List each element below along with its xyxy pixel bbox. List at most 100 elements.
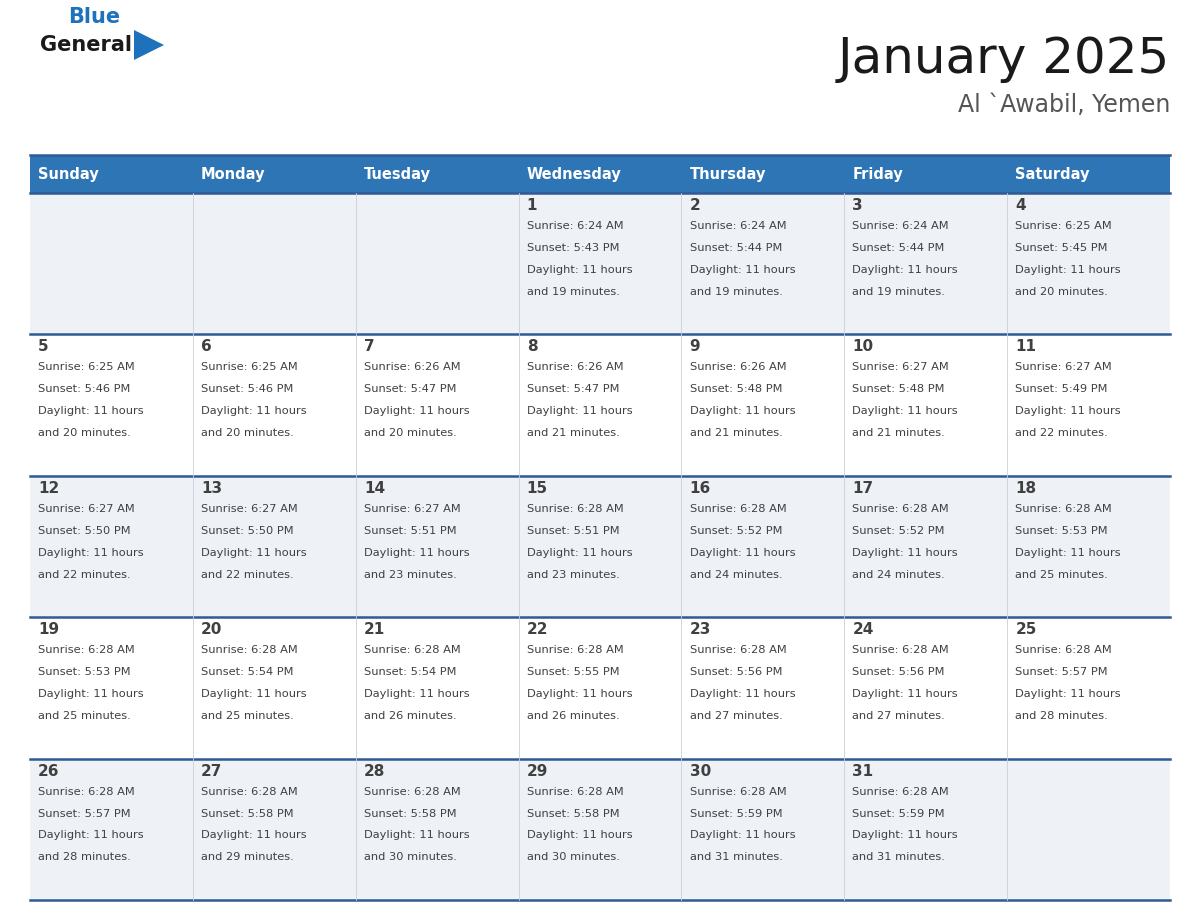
Text: Sunrise: 6:28 AM: Sunrise: 6:28 AM [526,645,624,655]
Text: Friday: Friday [853,166,903,182]
Text: and 25 minutes.: and 25 minutes. [38,711,131,721]
Text: Sunset: 5:48 PM: Sunset: 5:48 PM [689,385,782,395]
Text: Sunset: 5:51 PM: Sunset: 5:51 PM [526,526,619,536]
Text: and 25 minutes.: and 25 minutes. [1016,569,1108,579]
Text: Sunset: 5:57 PM: Sunset: 5:57 PM [1016,667,1108,677]
Text: and 22 minutes.: and 22 minutes. [38,569,131,579]
Bar [192,334,355,476]
Bar [355,758,519,900]
Text: and 20 minutes.: and 20 minutes. [364,428,456,438]
Text: and 20 minutes.: and 20 minutes. [1016,286,1108,297]
Text: 9: 9 [689,340,700,354]
Text: Daylight: 11 hours: Daylight: 11 hours [38,548,144,557]
Text: 10: 10 [853,340,873,354]
Text: Sunrise: 6:26 AM: Sunrise: 6:26 AM [526,363,624,373]
Text: and 21 minutes.: and 21 minutes. [689,428,783,438]
Text: Sunset: 5:44 PM: Sunset: 5:44 PM [853,243,944,253]
Text: Sunrise: 6:27 AM: Sunrise: 6:27 AM [38,504,135,514]
Text: Daylight: 11 hours: Daylight: 11 hours [689,407,795,416]
Text: 30: 30 [689,764,710,778]
Text: Sunrise: 6:28 AM: Sunrise: 6:28 AM [38,645,135,655]
Text: Sunrise: 6:27 AM: Sunrise: 6:27 AM [853,363,949,373]
Text: Saturday: Saturday [1016,166,1089,182]
Text: and 24 minutes.: and 24 minutes. [853,569,944,579]
Text: Daylight: 11 hours: Daylight: 11 hours [38,689,144,699]
Bar [519,334,682,476]
Text: Sunday: Sunday [38,166,99,182]
Text: Sunset: 5:59 PM: Sunset: 5:59 PM [689,809,782,819]
Text: Sunrise: 6:24 AM: Sunrise: 6:24 AM [526,221,624,231]
Text: 25: 25 [1016,622,1037,637]
Bar [355,617,519,758]
Text: Sunrise: 6:28 AM: Sunrise: 6:28 AM [689,645,786,655]
Text: 12: 12 [38,481,59,496]
Text: Sunrise: 6:28 AM: Sunrise: 6:28 AM [1016,504,1112,514]
Text: Sunset: 5:58 PM: Sunset: 5:58 PM [526,809,619,819]
Text: and 22 minutes.: and 22 minutes. [1016,428,1108,438]
Text: Sunrise: 6:25 AM: Sunrise: 6:25 AM [38,363,135,373]
Text: 5: 5 [38,340,49,354]
Bar [355,193,519,334]
Text: Sunrise: 6:28 AM: Sunrise: 6:28 AM [526,787,624,797]
Text: and 24 minutes.: and 24 minutes. [689,569,782,579]
Text: Sunrise: 6:28 AM: Sunrise: 6:28 AM [853,504,949,514]
Text: 7: 7 [364,340,374,354]
Bar [30,155,192,193]
Text: Sunset: 5:43 PM: Sunset: 5:43 PM [526,243,619,253]
Bar [682,617,845,758]
Bar [355,476,519,617]
Text: and 21 minutes.: and 21 minutes. [853,428,946,438]
Text: 11: 11 [1016,340,1036,354]
Text: 21: 21 [364,622,385,637]
Text: Sunset: 5:49 PM: Sunset: 5:49 PM [1016,385,1107,395]
Text: and 27 minutes.: and 27 minutes. [689,711,783,721]
Text: Sunset: 5:52 PM: Sunset: 5:52 PM [853,526,944,536]
Text: 1: 1 [526,198,537,213]
Bar [1007,193,1170,334]
Text: Daylight: 11 hours: Daylight: 11 hours [526,264,632,274]
Text: Daylight: 11 hours: Daylight: 11 hours [201,407,307,416]
Text: Sunrise: 6:25 AM: Sunrise: 6:25 AM [1016,221,1112,231]
Text: 22: 22 [526,622,548,637]
Text: Sunset: 5:56 PM: Sunset: 5:56 PM [689,667,782,677]
Bar [355,155,519,193]
Text: 13: 13 [201,481,222,496]
Bar [519,758,682,900]
Text: Sunrise: 6:28 AM: Sunrise: 6:28 AM [689,787,786,797]
Text: and 30 minutes.: and 30 minutes. [364,852,456,862]
Text: 24: 24 [853,622,874,637]
Text: Sunset: 5:58 PM: Sunset: 5:58 PM [364,809,456,819]
Text: Sunrise: 6:28 AM: Sunrise: 6:28 AM [364,787,461,797]
Text: and 31 minutes.: and 31 minutes. [689,852,783,862]
Text: 17: 17 [853,481,873,496]
Text: Blue: Blue [68,7,120,27]
Text: Sunrise: 6:24 AM: Sunrise: 6:24 AM [689,221,786,231]
Text: 8: 8 [526,340,537,354]
Text: Sunrise: 6:28 AM: Sunrise: 6:28 AM [853,787,949,797]
Text: Sunrise: 6:28 AM: Sunrise: 6:28 AM [38,787,135,797]
Bar [845,193,1007,334]
Text: 28: 28 [364,764,385,778]
Text: Sunrise: 6:25 AM: Sunrise: 6:25 AM [201,363,298,373]
Text: Daylight: 11 hours: Daylight: 11 hours [689,689,795,699]
Text: Daylight: 11 hours: Daylight: 11 hours [526,831,632,841]
Text: and 19 minutes.: and 19 minutes. [853,286,946,297]
Text: 14: 14 [364,481,385,496]
Bar [519,617,682,758]
Text: Daylight: 11 hours: Daylight: 11 hours [1016,407,1121,416]
Text: Daylight: 11 hours: Daylight: 11 hours [1016,548,1121,557]
Text: Sunrise: 6:28 AM: Sunrise: 6:28 AM [526,504,624,514]
Text: Sunset: 5:50 PM: Sunset: 5:50 PM [201,526,293,536]
Bar [1007,155,1170,193]
Text: and 28 minutes.: and 28 minutes. [38,852,131,862]
Text: Daylight: 11 hours: Daylight: 11 hours [689,264,795,274]
Text: General: General [40,35,132,55]
Text: Daylight: 11 hours: Daylight: 11 hours [201,548,307,557]
Text: 15: 15 [526,481,548,496]
Text: Daylight: 11 hours: Daylight: 11 hours [201,689,307,699]
Text: 26: 26 [38,764,59,778]
Text: and 23 minutes.: and 23 minutes. [364,569,456,579]
Text: Sunset: 5:51 PM: Sunset: 5:51 PM [364,526,456,536]
Text: 3: 3 [853,198,862,213]
Text: Sunrise: 6:28 AM: Sunrise: 6:28 AM [853,645,949,655]
